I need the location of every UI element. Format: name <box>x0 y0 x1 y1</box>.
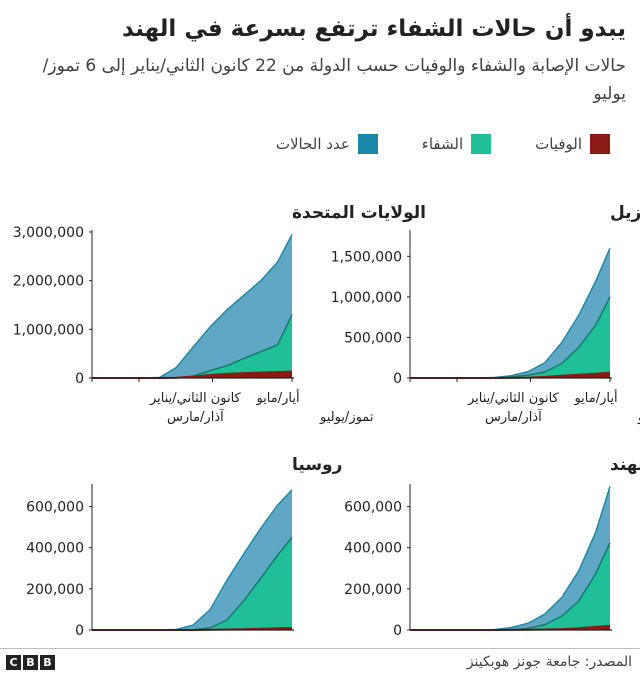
y-tick-label: 1,500,000 <box>331 249 402 265</box>
series-area-recovered <box>410 542 610 630</box>
y-tick-label: 500,000 <box>344 330 402 346</box>
legend-label-cases: عدد الحالات <box>275 135 350 153</box>
footer-divider <box>0 648 640 649</box>
chart-title: يبدو أن حالات الشفاء ترتفع بسرعة في الهن… <box>121 16 626 42</box>
legend-item-deaths: الوفيات <box>535 134 610 154</box>
y-tick-label: 0 <box>393 371 402 387</box>
series-area-recovered <box>92 537 292 630</box>
panel-title: روسيا <box>292 455 342 475</box>
legend: الوفيات الشفاء عدد الحالات <box>276 134 610 154</box>
legend-label-deaths: الوفيات <box>535 135 582 153</box>
legend-item-recovered: الشفاء <box>421 134 492 154</box>
legend-swatch-cases <box>357 134 378 154</box>
legend-swatch-recovered <box>471 134 492 154</box>
chart-panel: البرازيل 0 500,000 1,000,000 1,500,000 كانون … <box>331 203 640 425</box>
header: يبدو أن حالات الشفاء ترتفع بسرعة في الهن… <box>14 12 626 108</box>
bbc-logo-letter: B <box>23 655 38 670</box>
legend-item-cases: عدد الحالات <box>276 134 378 154</box>
series-area-cases <box>92 489 292 630</box>
x-tick-label: كانون الثاني/يناير <box>149 391 242 406</box>
series-area-recovered <box>92 314 292 378</box>
x-tick-label: أيار/مايو <box>573 389 617 406</box>
x-tick-label: كانون الثاني/يناير <box>467 391 560 406</box>
chart-panel: روسيا 0 200,000 400,000 600,000 <box>26 455 342 639</box>
y-tick-label: 0 <box>393 623 402 639</box>
bbc-logo-letter: C <box>6 655 21 670</box>
bbc-logo: B B C <box>6 655 55 670</box>
y-tick-label: 600,000 <box>26 500 84 516</box>
y-tick-label: 1,000,000 <box>13 322 84 338</box>
legend-swatch-deaths <box>590 134 610 154</box>
y-tick-label: 600,000 <box>344 500 402 516</box>
series-area-cases <box>92 234 292 378</box>
y-tick-label: 400,000 <box>344 541 402 557</box>
small-multiples-charts: البرازيل 0 500,000 1,000,000 1,500,000 كانون … <box>13 203 640 639</box>
y-tick-label: 3,000,000 <box>13 225 84 241</box>
y-tick-label: 0 <box>75 623 84 639</box>
x-tick-label: آذار/مارس <box>167 408 225 425</box>
x-tick-label: تموز/يوليو <box>637 410 640 425</box>
x-tick-label: تموز/يوليو <box>319 410 374 425</box>
y-tick-label: 1,000,000 <box>331 290 402 306</box>
y-tick-label: 0 <box>75 371 84 387</box>
y-tick-label: 400,000 <box>26 541 84 557</box>
source-note: المصدر: جامعة جونز هوبكينز <box>466 654 632 670</box>
y-tick-label: 200,000 <box>26 582 84 598</box>
chart-panel: الهند 0 200,000 400,000 600,000 <box>344 455 640 639</box>
series-area-recovered <box>410 296 610 378</box>
chart-subtitle: حالات الإصابة والشفاء والوفيات حسب الدول… <box>42 56 626 104</box>
x-tick-label: أيار/مايو <box>255 389 299 406</box>
y-tick-label: 2,000,000 <box>13 274 84 290</box>
bbc-logo-letter: B <box>40 655 55 670</box>
panel-title: الهند <box>610 455 640 475</box>
chart-panel: الولايات المتحدة 0 1,000,000 2,000,000 3,000… <box>13 203 426 425</box>
y-tick-label: 200,000 <box>344 582 402 598</box>
panel-title: الولايات المتحدة <box>292 203 426 223</box>
legend-label-recovered: الشفاء <box>421 135 464 153</box>
panel-title: البرازيل <box>610 203 640 223</box>
x-tick-label: آذار/مارس <box>485 408 543 425</box>
